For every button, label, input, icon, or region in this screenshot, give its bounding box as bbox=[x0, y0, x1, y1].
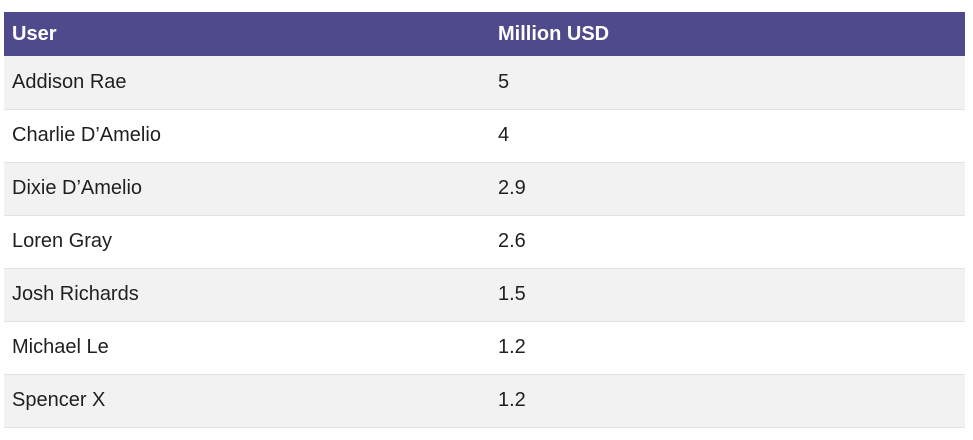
column-header-user: User bbox=[12, 22, 57, 45]
user-cell: Dixie D’Amelio bbox=[12, 177, 143, 199]
value-cell: 2.6 bbox=[498, 230, 526, 252]
value-cell: 5 bbox=[498, 70, 510, 93]
value-cell: 1.2 bbox=[498, 336, 526, 358]
user-cell: Charlie D’Amelio bbox=[12, 124, 161, 146]
table-row: Loren Gray 2.6 bbox=[4, 215, 965, 268]
table-row: Charlie D’Amelio 4 bbox=[4, 109, 965, 162]
user-cell: Loren Gray bbox=[12, 230, 113, 252]
user-cell: Spencer X bbox=[12, 389, 106, 411]
table-body: Addison Rae 5 Charlie D’Amelio 4 Dixie D… bbox=[4, 56, 965, 427]
table-row: Dixie D’Amelio 2.9 bbox=[4, 162, 965, 215]
column-header-million-usd: Million USD bbox=[498, 22, 610, 45]
value-cell: 1.5 bbox=[498, 283, 526, 305]
user-cell: Addison Rae bbox=[12, 70, 127, 93]
table-row: Josh Richards 1.5 bbox=[4, 268, 965, 321]
table-header-row: User Million USD bbox=[4, 12, 965, 56]
earnings-table: User Million USD Addison Rae 5 Charlie D… bbox=[4, 12, 965, 428]
table-row: Michael Le 1.2 bbox=[4, 321, 965, 374]
value-cell: 4 bbox=[498, 124, 510, 146]
value-cell: 2.9 bbox=[498, 177, 526, 199]
user-cell: Josh Richards bbox=[12, 283, 139, 305]
value-cell: 1.2 bbox=[498, 389, 526, 411]
user-cell: Michael Le bbox=[12, 336, 109, 358]
table-row: Addison Rae 5 bbox=[4, 56, 965, 109]
table-row: Spencer X 1.2 bbox=[4, 374, 965, 427]
data-table-container: User Million USD Addison Rae 5 Charlie D… bbox=[4, 12, 965, 428]
